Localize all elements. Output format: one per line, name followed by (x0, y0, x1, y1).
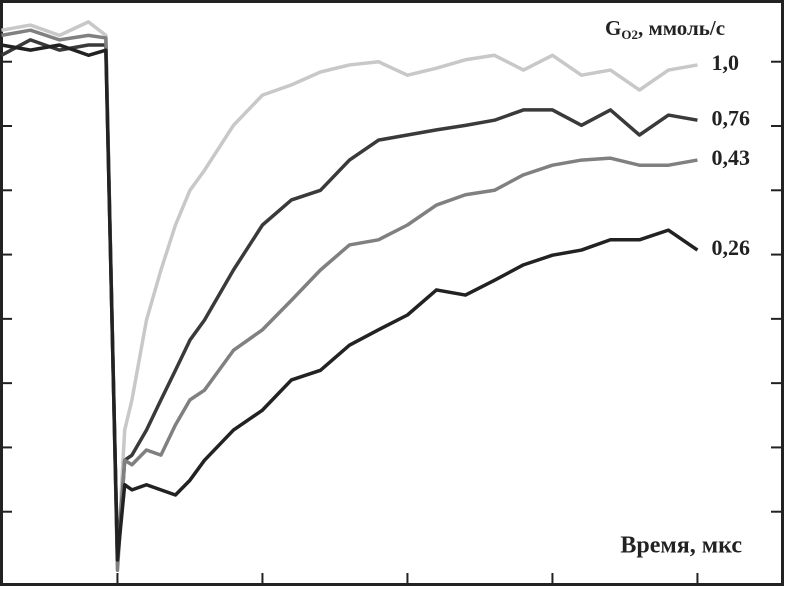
series-label: 0,43 (711, 145, 750, 170)
plot-frame (0, 0, 784, 586)
series-label: 1,0 (711, 50, 739, 75)
series-label: 0,76 (711, 105, 750, 130)
series-label: 0,26 (711, 235, 750, 260)
series-line (1, 43, 699, 562)
legend-title: GO2, ммоль/с (605, 16, 725, 42)
x-axis-label: Время, мкс (620, 533, 742, 559)
